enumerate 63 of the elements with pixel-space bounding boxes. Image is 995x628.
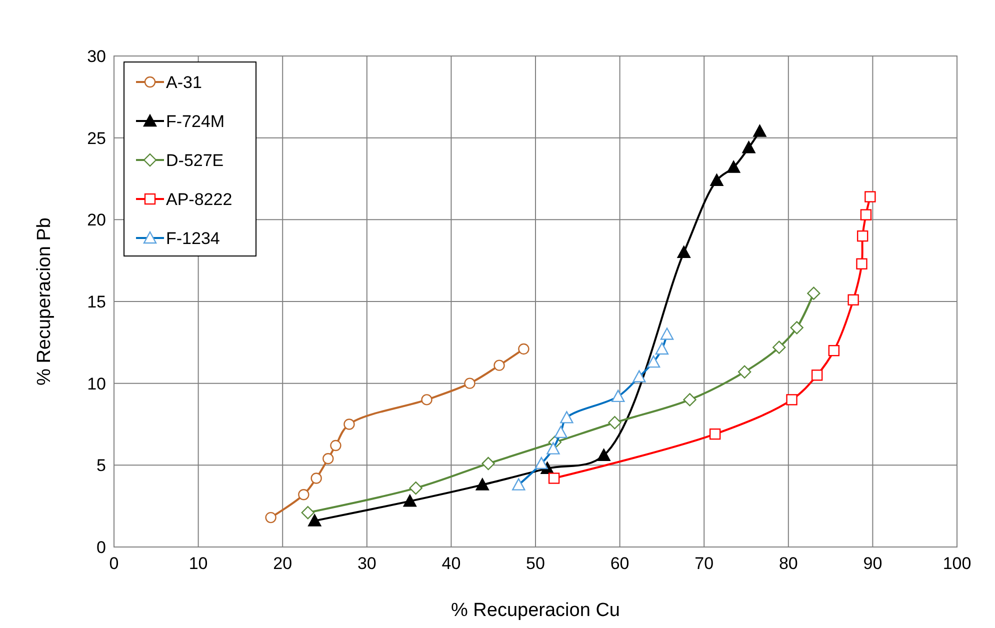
x-tick-label: 10 <box>188 554 208 573</box>
y-tick-label: 25 <box>87 128 106 148</box>
point <box>864 191 876 202</box>
point <box>709 428 721 440</box>
x-tick-label: 80 <box>778 554 798 573</box>
y-tick-label: 10 <box>87 374 106 394</box>
point <box>683 393 696 406</box>
x-tick-label: 30 <box>357 554 376 573</box>
x-tick-label: 60 <box>610 554 630 573</box>
y-tick-label: 5 <box>96 456 106 476</box>
x-tick-label: 70 <box>694 554 714 573</box>
point <box>330 440 342 452</box>
point <box>421 394 432 406</box>
legend-label: F-724M <box>166 112 225 131</box>
point <box>344 418 355 430</box>
point <box>710 174 724 186</box>
point <box>856 258 868 270</box>
y-tick-label: 0 <box>96 538 106 557</box>
point <box>742 141 756 154</box>
x-tick-label: 100 <box>942 554 972 573</box>
y-tick-label: 30 <box>87 47 106 66</box>
point <box>677 246 690 258</box>
point <box>464 378 476 389</box>
point <box>753 124 766 137</box>
x-axis-title: % Recuperacion Cu <box>451 600 620 621</box>
y-tick-label: 20 <box>87 210 106 230</box>
point <box>811 370 823 381</box>
point <box>476 478 489 490</box>
x-tick-label: 90 <box>863 554 882 573</box>
x-tick-label: 40 <box>442 554 461 573</box>
point <box>310 472 322 484</box>
y-axis-title: % Recuperacion Pb <box>34 218 55 386</box>
point <box>608 416 622 430</box>
legend-label: D-527E <box>166 151 224 170</box>
point <box>301 506 314 520</box>
point <box>790 321 804 334</box>
x-tick-label: 0 <box>109 554 119 573</box>
point <box>860 209 872 220</box>
point <box>828 345 840 356</box>
point <box>482 456 495 470</box>
point <box>409 481 422 495</box>
y-tick-label: 15 <box>87 292 106 312</box>
point <box>597 448 610 461</box>
point <box>494 360 505 371</box>
point <box>727 160 740 173</box>
legend-label: F-1234 <box>166 229 220 248</box>
point <box>403 494 416 507</box>
point <box>848 294 859 306</box>
point <box>856 230 868 242</box>
point <box>265 512 276 524</box>
point <box>738 365 752 378</box>
point <box>807 286 820 300</box>
legend-label: AP-8222 <box>166 190 232 209</box>
point <box>308 514 322 526</box>
x-tick-label: 50 <box>526 554 545 573</box>
point <box>298 489 310 500</box>
point <box>322 453 334 464</box>
legend-label: A-31 <box>166 73 202 92</box>
x-tick-label: 20 <box>273 554 292 573</box>
point <box>772 340 786 354</box>
point <box>518 343 530 355</box>
point <box>548 472 560 484</box>
point <box>786 394 798 406</box>
